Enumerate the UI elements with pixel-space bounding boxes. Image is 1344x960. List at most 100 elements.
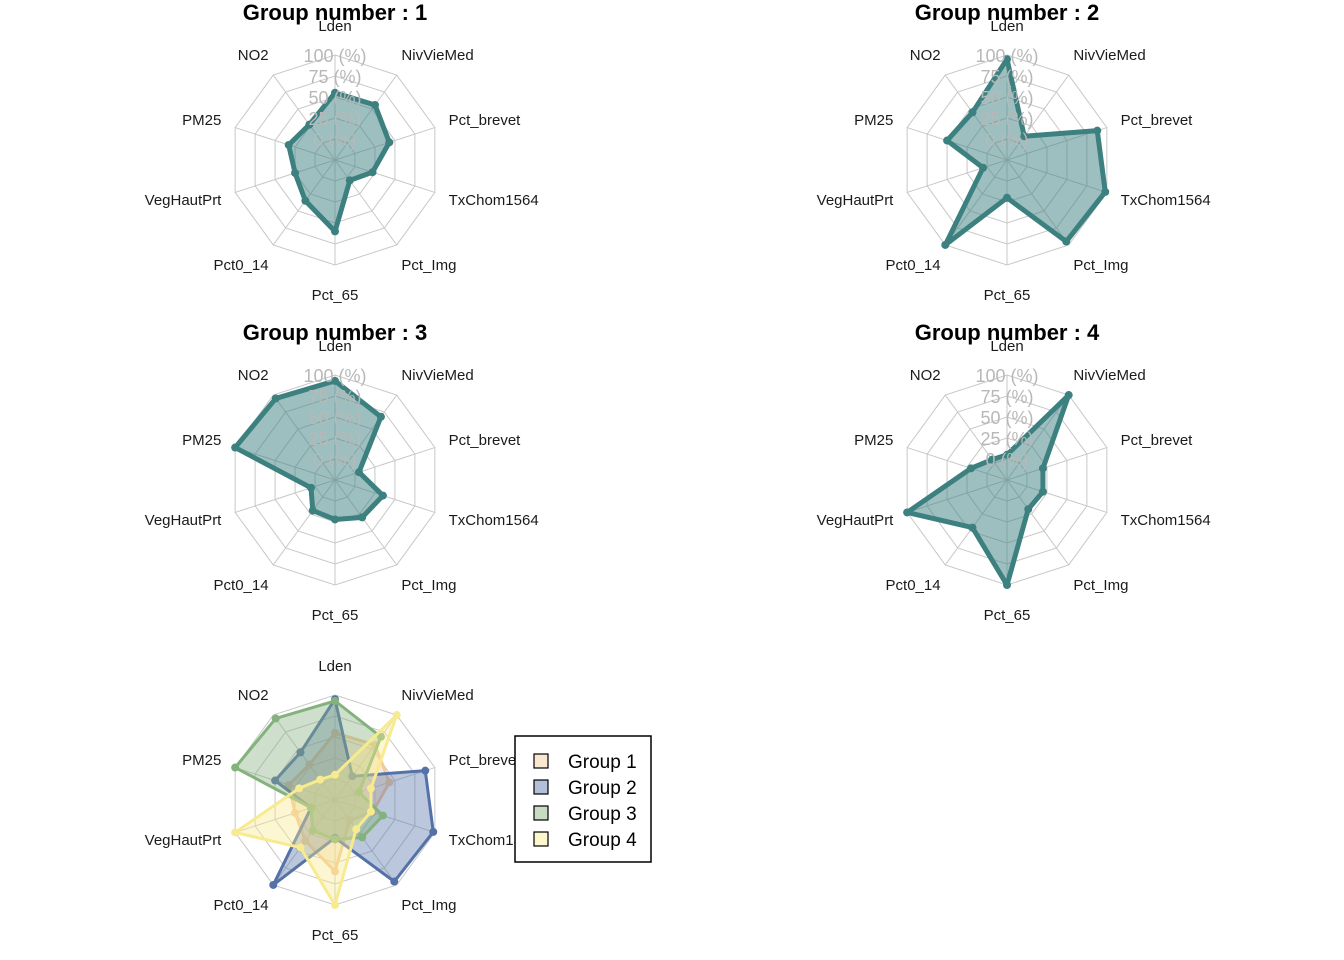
axis-label: Lden xyxy=(318,338,351,355)
data-point xyxy=(301,836,310,845)
data-point xyxy=(967,464,976,473)
axis-label: NO2 xyxy=(910,367,941,384)
data-point xyxy=(331,770,339,779)
grid-spoke xyxy=(334,799,398,886)
legend-swatch xyxy=(533,831,549,847)
grid-spoke xyxy=(234,799,336,833)
axis-label: Pct0_14 xyxy=(886,577,941,594)
tick-label: 100 (%) xyxy=(303,46,366,66)
data-point xyxy=(1003,450,1011,459)
tick-label: 50 (%) xyxy=(308,88,361,108)
grid-spoke xyxy=(334,767,436,801)
data-point xyxy=(1062,237,1071,246)
axis-label: NO2 xyxy=(238,47,269,64)
tick-label: 75 (%) xyxy=(980,387,1033,407)
legend-swatch xyxy=(533,779,549,795)
data-point xyxy=(269,880,278,889)
data-point xyxy=(271,776,280,785)
series-1 xyxy=(231,376,387,524)
axis-label: Pct_brevet xyxy=(449,752,522,769)
data-point xyxy=(271,714,280,723)
data-point xyxy=(1003,55,1011,64)
axis-label: Lden xyxy=(990,18,1023,35)
tick-label: 100 (%) xyxy=(975,366,1038,386)
data-point xyxy=(358,833,367,842)
data-point xyxy=(370,100,379,109)
data-point xyxy=(358,513,367,522)
grid-spoke xyxy=(272,714,336,801)
data-point xyxy=(376,732,385,741)
axis-label: PM25 xyxy=(854,432,893,449)
data-point xyxy=(392,711,401,720)
grid-spoke xyxy=(334,714,398,801)
axis-label: Pct_65 xyxy=(984,287,1031,304)
data-point xyxy=(231,828,240,837)
axis-label: Pct_Img xyxy=(1073,577,1128,594)
data-point xyxy=(331,835,339,844)
data-point xyxy=(231,763,240,772)
data-point xyxy=(378,811,387,820)
data-point xyxy=(331,696,339,705)
data-point xyxy=(296,843,305,852)
axis-label: Pct_Img xyxy=(1073,257,1128,274)
data-point xyxy=(385,778,394,787)
tick-label: 75 (%) xyxy=(980,67,1033,87)
data-point xyxy=(1038,487,1047,496)
radar-chart-4: Group number : 4 0 (%)25 (%)50 (%)75 (%)1… xyxy=(817,320,1211,624)
legend-box xyxy=(514,735,652,863)
axis-label: PM25 xyxy=(182,112,221,129)
data-point xyxy=(295,784,304,793)
tick-label: 0 (%) xyxy=(985,450,1028,470)
axis-label: NivVieMed xyxy=(401,367,473,384)
data-point xyxy=(331,867,339,876)
axis-label: PM25 xyxy=(182,752,221,769)
tick-label: 100 (%) xyxy=(303,366,366,386)
data-point xyxy=(941,240,950,249)
tick-label: 0 (%) xyxy=(313,450,356,470)
radar-chart-5: LdenNivVieMedPct_brevetTxChom1564Pct_Img… xyxy=(145,658,652,944)
axis-label: VegHautPrt xyxy=(145,832,223,849)
data-point xyxy=(301,196,310,205)
data-point xyxy=(968,523,977,532)
axis-label: Pct0_14 xyxy=(214,257,269,274)
data-point xyxy=(296,748,305,757)
data-point xyxy=(979,163,988,172)
axis-label: Pct_brevet xyxy=(449,112,522,129)
axis-label: PM25 xyxy=(182,432,221,449)
series-4 xyxy=(231,711,401,909)
data-point xyxy=(1038,464,1047,473)
data-point xyxy=(968,108,977,117)
data-point xyxy=(284,780,293,789)
tick-label: 50 (%) xyxy=(980,408,1033,428)
data-point xyxy=(331,376,339,385)
axis-label: VegHautPrt xyxy=(817,192,895,209)
axis-label: NO2 xyxy=(238,687,269,704)
data-point xyxy=(1003,193,1011,202)
data-point xyxy=(988,455,997,464)
data-point xyxy=(378,491,387,500)
axis-label: Pct_65 xyxy=(312,287,359,304)
data-point xyxy=(305,760,314,769)
tick-label: 75 (%) xyxy=(308,67,361,87)
axis-label: Pct0_14 xyxy=(214,577,269,594)
data-point xyxy=(348,772,357,781)
data-point xyxy=(231,443,240,452)
data-point xyxy=(1003,581,1011,589)
data-point xyxy=(331,728,339,737)
axis-label: Pct_65 xyxy=(312,607,359,624)
axis-label: Pct0_14 xyxy=(214,897,269,914)
data-point xyxy=(307,483,316,492)
data-point xyxy=(284,140,293,149)
axis-label: NivVieMed xyxy=(1073,367,1145,384)
data-point xyxy=(354,788,363,797)
chart-title: Group number : 1 xyxy=(243,0,428,25)
data-point xyxy=(331,88,339,97)
data-point xyxy=(291,808,300,817)
radar-chart-2: Group number : 2 0 (%)25 (%)50 (%)75 (%)1… xyxy=(817,0,1211,304)
axis-label: TxChom1564 xyxy=(1121,192,1211,209)
series-1 xyxy=(903,391,1073,589)
series-1 xyxy=(284,88,394,236)
legend-swatch xyxy=(533,753,549,769)
axis-label: Lden xyxy=(318,18,351,35)
